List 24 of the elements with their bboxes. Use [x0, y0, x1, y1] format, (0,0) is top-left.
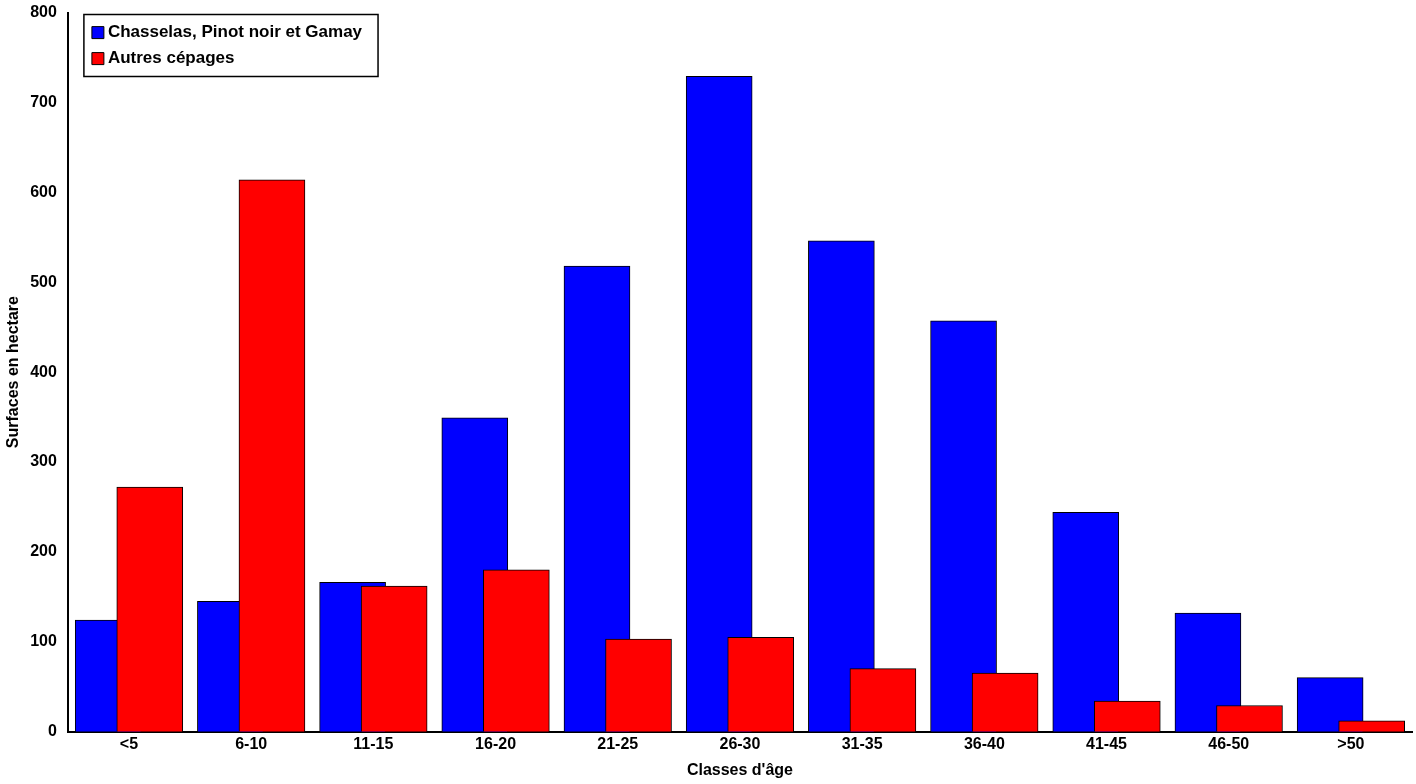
legend-label: Chasselas, Pinot noir et Gamay	[107, 22, 363, 42]
x-tick-label: 36-40	[963, 734, 1005, 752]
x-tick-label: 16-20	[475, 734, 517, 752]
y-tick-label: 0	[47, 722, 57, 740]
y-axis-title: Surfaces en hectare	[4, 295, 22, 449]
y-tick-label: 800	[30, 3, 57, 21]
x-tick-label: 31-35	[841, 734, 883, 752]
y-tick-label: 200	[30, 542, 57, 560]
x-tick-label: >50	[1337, 734, 1365, 752]
x-tick-label: <5	[119, 734, 139, 752]
x-axis-title: Classes d'âge	[686, 760, 794, 778]
y-tick-label: 500	[30, 272, 57, 290]
y-tick-label: 100	[30, 632, 57, 650]
x-tick-label: 11-15	[353, 734, 394, 752]
y-tick-label: 700	[30, 92, 57, 110]
x-tick-label: 46-50	[1208, 734, 1250, 752]
y-tick-label: 600	[30, 182, 57, 200]
y-tick-label: 300	[30, 452, 57, 470]
x-tick-label: 6-10	[235, 734, 268, 752]
legend-label: Autres cépages	[107, 48, 235, 68]
x-tick-label: 21-25	[597, 734, 639, 752]
x-tick-label: 41-45	[1086, 734, 1128, 752]
x-tick-label: 26-30	[719, 734, 761, 752]
y-tick-label: 400	[30, 362, 57, 380]
